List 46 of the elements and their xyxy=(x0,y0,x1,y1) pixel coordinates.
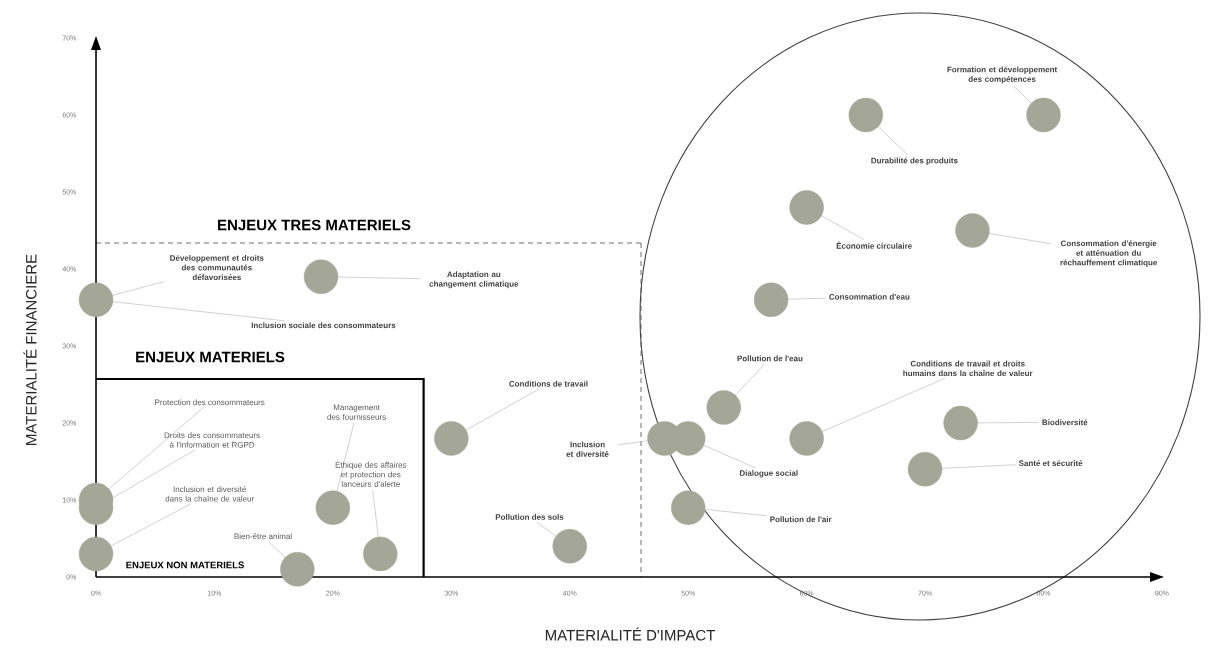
point xyxy=(789,421,824,456)
point xyxy=(434,421,469,456)
point xyxy=(943,405,978,441)
point xyxy=(955,213,990,248)
x-axis-title: MATERIALITÉ D'IMPACT xyxy=(545,627,715,641)
annotation: Conditions de travail xyxy=(509,380,588,387)
point xyxy=(671,490,706,525)
annotation: Biodiversité xyxy=(1042,419,1088,426)
point xyxy=(78,536,114,572)
point xyxy=(363,536,398,572)
annotation: Bien-être animal xyxy=(234,533,292,540)
annotation: Pollution des sols xyxy=(495,513,564,520)
point xyxy=(789,190,824,225)
annotation: Économie circulaire xyxy=(836,241,912,249)
y-axis-title: MATERIALITÉ FINANCIERE xyxy=(23,254,37,445)
point xyxy=(315,490,351,525)
point xyxy=(303,259,339,294)
annotation: Dialogue social xyxy=(739,470,798,478)
point xyxy=(552,528,587,564)
annotation: Consommation d'eau xyxy=(829,293,910,300)
annotation: Protection des consommateurs xyxy=(155,399,265,406)
annotation: Formation et développement des compétences xyxy=(947,66,1058,84)
annotation: ENJEUX NON MATERIELS xyxy=(126,561,244,569)
point xyxy=(848,97,884,133)
annotation: Durabilité des produits xyxy=(871,157,958,165)
annotation: Développement et droits des communautés défavorisées xyxy=(170,254,264,281)
annotation: Conditions de travail et droits humains dans la chaîne de valeur xyxy=(903,360,1033,377)
annotation: Inclusion et diversité xyxy=(566,441,609,457)
annotation: Inclusion sociale des consommateurs xyxy=(251,322,396,329)
annotation: Management des fournisseurs xyxy=(327,404,386,420)
point xyxy=(907,451,943,487)
point xyxy=(753,282,789,317)
annotation: Éthique des affaires et protection des lanceurs d'alerte xyxy=(335,460,407,487)
annotation: ENJEUX TRES MATERIELS xyxy=(218,219,411,231)
annotation: Pollution de l'eau xyxy=(737,355,803,362)
point xyxy=(706,390,741,425)
point xyxy=(78,282,114,317)
point xyxy=(280,552,315,587)
annotation: ENJEUX MATERIELS xyxy=(136,351,285,363)
point xyxy=(1026,97,1061,133)
annotation: Adaptation au changement climatique xyxy=(429,271,519,289)
annotation: Droits des consommateurs à l'information et RGPD xyxy=(164,432,260,448)
annotation: Santé et sécurité xyxy=(1018,460,1083,466)
annotation: Consommation d'énergie et atténuation du réchauffement climatique xyxy=(1060,240,1158,267)
annotation: Inclusion et diversité dans la chaîne de valeur xyxy=(165,486,255,502)
annotation: Pollution de l'air xyxy=(770,516,832,523)
